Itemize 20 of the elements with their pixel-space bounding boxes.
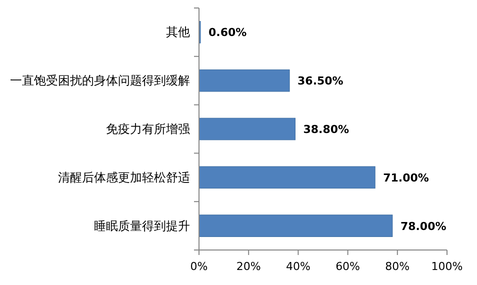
- y-tick-label: 免疫力有所增强: [106, 122, 190, 136]
- data-label: 78.00%: [400, 220, 446, 233]
- y-tick-label: 其他: [166, 25, 190, 40]
- x-tick-label: 100%: [431, 260, 463, 273]
- y-tick-label: 清醒后体感更加轻松舒适: [58, 170, 190, 184]
- data-label: 0.60%: [208, 26, 247, 40]
- y-tick-label: 睡眠质量得到提升: [94, 218, 190, 233]
- x-tick-label: 20%: [236, 260, 261, 273]
- bar: [198, 166, 376, 189]
- bar: [198, 214, 393, 237]
- data-label: 36.50%: [298, 74, 344, 88]
- y-tick-label: 一直饱受困扰的身体问题得到缓解: [10, 74, 190, 88]
- x-tick-label: 40%: [286, 260, 310, 273]
- x-tick-label: 80%: [385, 260, 410, 273]
- bar: [198, 69, 290, 92]
- data-label: 38.80%: [303, 123, 350, 136]
- x-tick-label: 60%: [336, 260, 360, 273]
- bar: [198, 118, 296, 140]
- data-label: 71.00%: [383, 171, 429, 184]
- x-tick-label: 0%: [190, 260, 208, 273]
